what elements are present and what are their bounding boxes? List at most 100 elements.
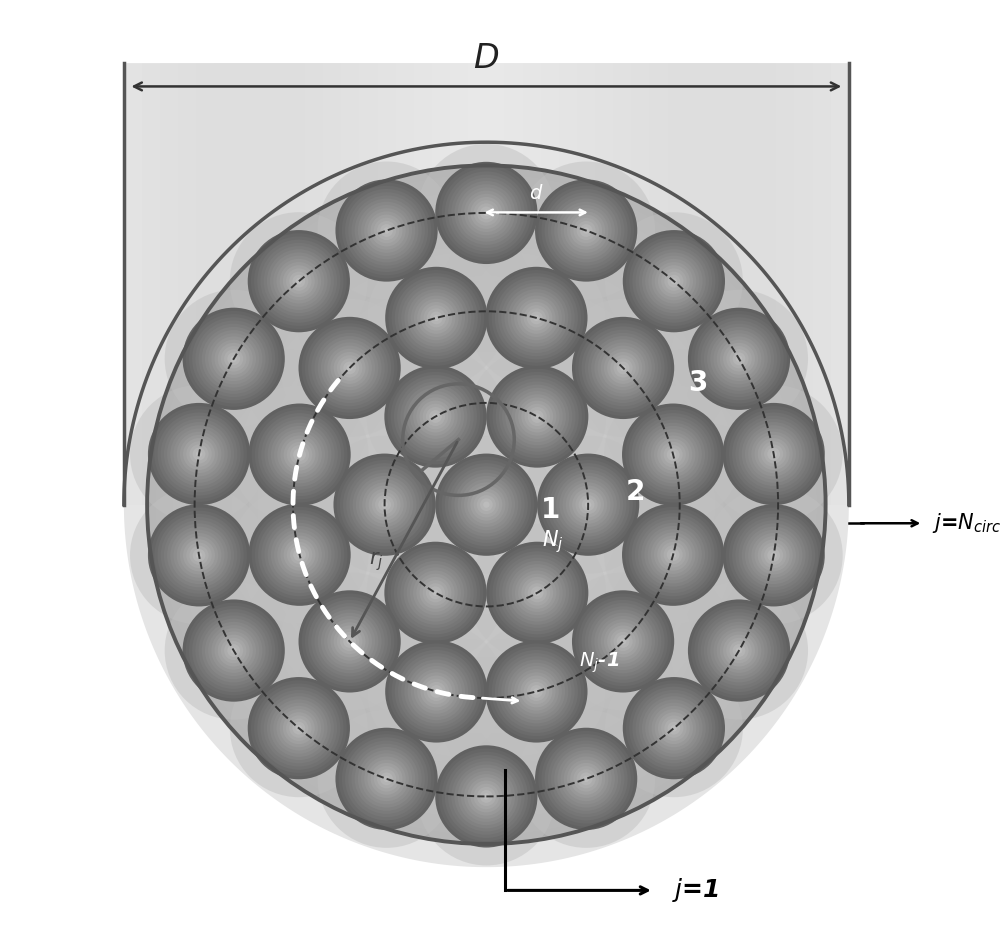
Circle shape: [524, 404, 550, 429]
Circle shape: [639, 693, 709, 763]
Circle shape: [583, 776, 589, 782]
Circle shape: [648, 529, 699, 581]
Polygon shape: [196, 64, 776, 505]
Circle shape: [343, 635, 356, 648]
Circle shape: [629, 237, 719, 326]
Circle shape: [367, 249, 505, 387]
Circle shape: [299, 590, 401, 693]
Circle shape: [257, 686, 340, 770]
Circle shape: [371, 763, 403, 795]
Circle shape: [745, 425, 802, 482]
Circle shape: [626, 681, 722, 776]
Circle shape: [442, 168, 531, 258]
Circle shape: [735, 416, 812, 493]
Circle shape: [318, 162, 456, 299]
Circle shape: [664, 271, 683, 291]
Circle shape: [501, 656, 572, 726]
Circle shape: [569, 485, 607, 524]
Circle shape: [670, 582, 808, 720]
Circle shape: [367, 623, 505, 760]
Circle shape: [582, 600, 665, 683]
Circle shape: [211, 628, 256, 673]
Circle shape: [268, 523, 332, 586]
Circle shape: [231, 485, 369, 624]
Circle shape: [257, 239, 340, 323]
Circle shape: [486, 366, 588, 468]
Circle shape: [342, 734, 431, 824]
Circle shape: [165, 582, 303, 720]
Polygon shape: [378, 64, 595, 505]
Circle shape: [545, 189, 628, 272]
Circle shape: [419, 400, 451, 433]
Circle shape: [485, 640, 588, 742]
Circle shape: [368, 386, 605, 624]
Circle shape: [575, 320, 671, 416]
Circle shape: [641, 523, 705, 586]
Circle shape: [554, 572, 692, 711]
Circle shape: [302, 594, 398, 689]
Circle shape: [527, 309, 546, 327]
Circle shape: [289, 271, 308, 291]
Circle shape: [648, 255, 699, 307]
Circle shape: [582, 326, 665, 410]
Circle shape: [385, 640, 487, 742]
Circle shape: [190, 208, 783, 801]
Circle shape: [554, 198, 618, 263]
Circle shape: [402, 420, 571, 589]
Circle shape: [667, 548, 680, 561]
Circle shape: [605, 659, 743, 798]
Circle shape: [240, 259, 732, 751]
Text: $j$=1: $j$=1: [672, 876, 719, 904]
Circle shape: [388, 368, 483, 465]
Circle shape: [610, 628, 636, 654]
Circle shape: [221, 638, 246, 663]
Circle shape: [671, 278, 677, 284]
Circle shape: [391, 548, 480, 638]
Circle shape: [180, 435, 218, 473]
Circle shape: [261, 416, 338, 493]
Circle shape: [224, 349, 243, 368]
Polygon shape: [341, 64, 631, 505]
Circle shape: [383, 227, 390, 234]
Circle shape: [258, 513, 341, 597]
Circle shape: [161, 416, 237, 493]
Circle shape: [661, 715, 687, 741]
Circle shape: [470, 197, 502, 229]
Circle shape: [508, 289, 565, 347]
Circle shape: [563, 479, 614, 530]
Circle shape: [582, 498, 595, 511]
Circle shape: [485, 266, 588, 369]
Circle shape: [284, 539, 316, 570]
Circle shape: [289, 719, 308, 738]
Circle shape: [394, 375, 477, 458]
Circle shape: [705, 486, 843, 625]
Circle shape: [454, 181, 518, 245]
Circle shape: [398, 280, 475, 356]
Circle shape: [638, 520, 708, 590]
Circle shape: [648, 429, 699, 481]
Circle shape: [324, 616, 375, 667]
Circle shape: [670, 290, 808, 428]
Circle shape: [636, 243, 712, 320]
Circle shape: [292, 275, 305, 288]
Circle shape: [658, 712, 690, 744]
Circle shape: [726, 638, 752, 663]
Circle shape: [189, 314, 278, 404]
Circle shape: [349, 469, 420, 539]
Circle shape: [464, 774, 509, 819]
Circle shape: [474, 200, 499, 225]
Circle shape: [591, 336, 655, 400]
Circle shape: [296, 278, 302, 284]
Circle shape: [167, 524, 231, 587]
Circle shape: [321, 339, 378, 396]
Circle shape: [432, 590, 439, 596]
Text: 2: 2: [625, 478, 645, 506]
Circle shape: [151, 406, 247, 502]
Circle shape: [254, 683, 344, 773]
Circle shape: [417, 436, 555, 574]
Circle shape: [266, 284, 707, 726]
Circle shape: [511, 293, 562, 343]
Circle shape: [280, 262, 318, 300]
Circle shape: [534, 590, 540, 596]
Circle shape: [426, 407, 445, 426]
